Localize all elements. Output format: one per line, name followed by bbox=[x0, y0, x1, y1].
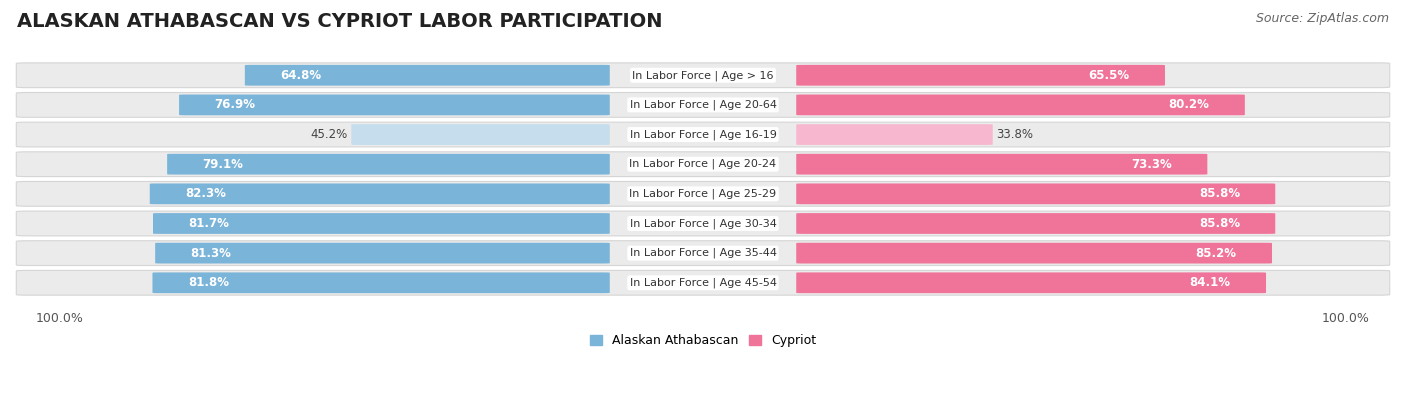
Text: In Labor Force | Age > 16: In Labor Force | Age > 16 bbox=[633, 70, 773, 81]
FancyBboxPatch shape bbox=[17, 271, 1389, 295]
FancyBboxPatch shape bbox=[152, 273, 610, 293]
FancyBboxPatch shape bbox=[796, 213, 1275, 234]
Text: 79.1%: 79.1% bbox=[202, 158, 243, 171]
Text: 81.7%: 81.7% bbox=[188, 217, 229, 230]
Text: ALASKAN ATHABASCAN VS CYPRIOT LABOR PARTICIPATION: ALASKAN ATHABASCAN VS CYPRIOT LABOR PART… bbox=[17, 12, 662, 31]
Text: 85.8%: 85.8% bbox=[1199, 187, 1240, 200]
Text: In Labor Force | Age 30-34: In Labor Force | Age 30-34 bbox=[630, 218, 776, 229]
FancyBboxPatch shape bbox=[796, 94, 1244, 115]
Text: In Labor Force | Age 35-44: In Labor Force | Age 35-44 bbox=[630, 248, 776, 258]
Text: In Labor Force | Age 25-29: In Labor Force | Age 25-29 bbox=[630, 188, 776, 199]
FancyBboxPatch shape bbox=[17, 122, 1389, 147]
Legend: Alaskan Athabascan, Cypriot: Alaskan Athabascan, Cypriot bbox=[585, 329, 821, 352]
FancyBboxPatch shape bbox=[17, 63, 1389, 88]
FancyBboxPatch shape bbox=[796, 243, 1272, 263]
Text: In Labor Force | Age 16-19: In Labor Force | Age 16-19 bbox=[630, 129, 776, 140]
Text: 33.8%: 33.8% bbox=[995, 128, 1033, 141]
FancyBboxPatch shape bbox=[17, 241, 1389, 265]
FancyBboxPatch shape bbox=[352, 124, 610, 145]
FancyBboxPatch shape bbox=[17, 152, 1389, 177]
Text: 45.2%: 45.2% bbox=[311, 128, 349, 141]
Text: In Labor Force | Age 20-24: In Labor Force | Age 20-24 bbox=[630, 159, 776, 169]
Text: 82.3%: 82.3% bbox=[186, 187, 226, 200]
Text: 64.8%: 64.8% bbox=[280, 69, 322, 82]
Text: 85.2%: 85.2% bbox=[1195, 246, 1237, 260]
Text: In Labor Force | Age 45-54: In Labor Force | Age 45-54 bbox=[630, 278, 776, 288]
FancyBboxPatch shape bbox=[245, 65, 610, 86]
FancyBboxPatch shape bbox=[796, 65, 1166, 86]
Text: 80.2%: 80.2% bbox=[1168, 98, 1209, 111]
Text: Source: ZipAtlas.com: Source: ZipAtlas.com bbox=[1256, 12, 1389, 25]
Text: 81.3%: 81.3% bbox=[191, 246, 232, 260]
Text: 84.1%: 84.1% bbox=[1189, 276, 1230, 289]
FancyBboxPatch shape bbox=[150, 183, 610, 204]
Text: 73.3%: 73.3% bbox=[1132, 158, 1173, 171]
FancyBboxPatch shape bbox=[153, 213, 610, 234]
FancyBboxPatch shape bbox=[167, 154, 610, 175]
Text: 81.8%: 81.8% bbox=[188, 276, 229, 289]
FancyBboxPatch shape bbox=[796, 273, 1265, 293]
FancyBboxPatch shape bbox=[796, 183, 1275, 204]
Text: 85.8%: 85.8% bbox=[1199, 217, 1240, 230]
FancyBboxPatch shape bbox=[17, 92, 1389, 117]
Text: 65.5%: 65.5% bbox=[1088, 69, 1129, 82]
FancyBboxPatch shape bbox=[17, 211, 1389, 236]
Text: In Labor Force | Age 20-64: In Labor Force | Age 20-64 bbox=[630, 100, 776, 110]
FancyBboxPatch shape bbox=[796, 154, 1208, 175]
FancyBboxPatch shape bbox=[796, 124, 993, 145]
FancyBboxPatch shape bbox=[155, 243, 610, 263]
FancyBboxPatch shape bbox=[17, 181, 1389, 206]
Text: 76.9%: 76.9% bbox=[215, 98, 256, 111]
FancyBboxPatch shape bbox=[179, 94, 610, 115]
